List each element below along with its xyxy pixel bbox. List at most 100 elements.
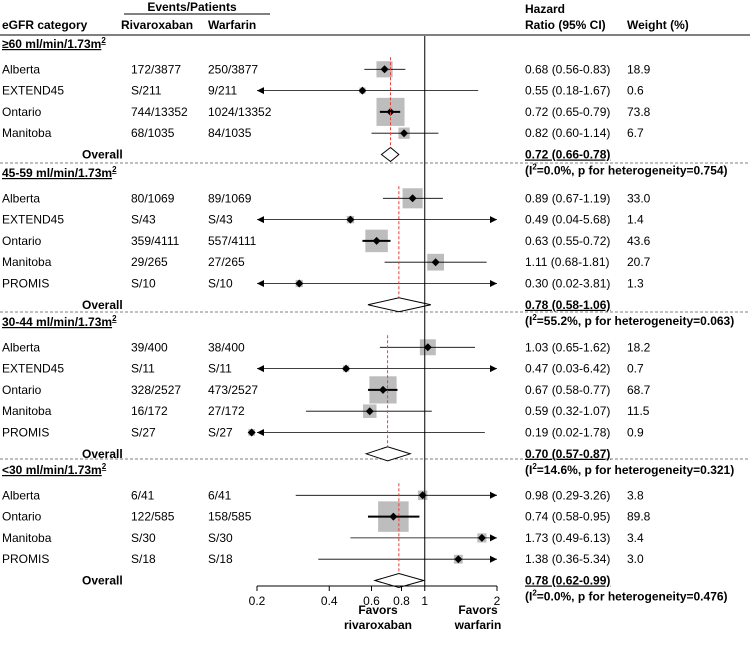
weight-value: 73.8 xyxy=(627,105,651,119)
study-rows: Alberta 172/3877 250/3877 0.68 (0.56-0.83) 1… xyxy=(2,61,734,604)
study-name: Manitoba xyxy=(2,255,52,269)
rivaroxaban-events: 744/13352 xyxy=(131,105,188,119)
header-warfarin: Warfarin xyxy=(208,18,256,32)
group-0: Alberta 172/3877 250/3877 0.68 (0.56-0.83) 1… xyxy=(2,61,728,178)
study-name: PROMIS xyxy=(2,552,49,566)
ci-arrow-left xyxy=(257,280,264,287)
pooled-diamond xyxy=(373,572,426,589)
header-rivaroxaban: Rivaroxaban xyxy=(121,18,193,32)
rivaroxaban-events: 122/585 xyxy=(131,510,175,524)
weight-value: 1.4 xyxy=(627,213,644,227)
point-estimate xyxy=(400,129,409,138)
weight-value: 43.6 xyxy=(627,234,651,248)
warfarin-events: S/30 xyxy=(208,531,233,545)
warfarin-events: S/18 xyxy=(208,552,233,566)
study-name: PROMIS xyxy=(2,277,49,291)
rivaroxaban-events: 68/1035 xyxy=(131,126,175,140)
favors-warfarin-line1: Favors xyxy=(458,603,498,617)
weight-value: 0.6 xyxy=(627,84,644,98)
rivaroxaban-events: 172/3877 xyxy=(131,62,181,76)
rivaroxaban-events: 80/1069 xyxy=(131,191,175,205)
warfarin-events: 89/1069 xyxy=(208,191,252,205)
study-name: EXTEND45 xyxy=(2,84,64,98)
pooled-diamond xyxy=(367,297,431,313)
weight-value: 0.7 xyxy=(627,362,644,376)
warfarin-events: S/10 xyxy=(208,277,233,291)
study-name: Alberta xyxy=(2,191,40,205)
hazard-ratio-ci: 0.67 (0.58-0.77) xyxy=(525,383,610,397)
x-axis: 0.2 0.4 0.6 0.8 1 2 xyxy=(249,585,501,608)
warfarin-events: 1024/13352 xyxy=(208,105,272,119)
ci-arrow-left xyxy=(257,216,264,224)
study-name: Alberta xyxy=(2,340,40,354)
weight-value: 18.9 xyxy=(627,62,651,76)
weight-value: 89.8 xyxy=(627,510,651,524)
favors-rivaroxaban-line1: Favors xyxy=(358,603,398,617)
study-name: Alberta xyxy=(2,488,40,502)
hazard-ratio-ci: 0.47 (0.03-6.42) xyxy=(525,362,610,376)
point-estimate xyxy=(295,279,304,288)
hazard-ratio-ci: 0.63 (0.55-0.72) xyxy=(525,234,610,248)
weight-value: 11.5 xyxy=(627,404,650,418)
ci-arrow-right xyxy=(490,280,497,287)
weight-value: 0.9 xyxy=(627,426,644,440)
study-name: Ontario xyxy=(2,383,42,397)
study-name: Ontario xyxy=(2,234,42,248)
group-2: Alberta 39/400 38/400 1.03 (0.65-1.62) 18.2 E… xyxy=(2,339,734,477)
study-name: Alberta xyxy=(2,62,40,76)
point-estimate xyxy=(379,385,388,394)
point-estimate xyxy=(358,86,367,95)
ci-arrow-right xyxy=(490,491,497,499)
header-ratio-ci: Ratio (95% CI) xyxy=(525,18,606,32)
hazard-ratio-ci: 0.68 (0.56-0.83) xyxy=(525,62,610,76)
point-estimate xyxy=(423,343,432,352)
warfarin-events: 250/3877 xyxy=(208,62,258,76)
hazard-ratio-ci: 0.98 (0.29-3.26) xyxy=(525,488,610,502)
study-name: EXTEND45 xyxy=(2,362,64,376)
reference-lines xyxy=(387,36,426,586)
weight-value: 68.7 xyxy=(627,383,651,397)
group-label-egfr-60-plus: ≥60 ml/min/1.73m2 xyxy=(2,36,106,51)
weight-value: 3.0 xyxy=(627,552,644,566)
x-tick-label: 0.6 xyxy=(363,594,380,608)
weight-value: 1.3 xyxy=(627,277,644,291)
rivaroxaban-events: S/18 xyxy=(131,552,156,566)
header-events-patients: Events/Patients xyxy=(147,0,237,14)
ci-arrow-right xyxy=(490,365,497,373)
rivaroxaban-events: S/30 xyxy=(131,531,156,545)
warfarin-events: 27/265 xyxy=(208,255,245,269)
warfarin-events: S/27 xyxy=(208,426,233,440)
hazard-ratio-ci: 0.72 (0.65-0.79) xyxy=(525,105,610,119)
warfarin-events: S/43 xyxy=(208,213,233,227)
hazard-ratio-ci: 0.82 (0.60-1.14) xyxy=(525,126,610,140)
overall-label: Overall xyxy=(82,148,123,162)
favors-warfarin-line2: warfarin xyxy=(454,618,502,632)
x-tick-label: 1 xyxy=(421,594,428,608)
rivaroxaban-events: S/10 xyxy=(131,277,156,291)
weight-value: 6.7 xyxy=(627,126,644,140)
hazard-ratio-ci: 0.30 (0.02-3.81) xyxy=(525,277,610,291)
point-estimate xyxy=(389,512,398,521)
heterogeneity-stat: (I2=0.0%, p for heterogeneity=0.754) xyxy=(525,163,728,178)
pooled-diamond xyxy=(380,146,400,163)
point-estimate xyxy=(346,215,355,224)
warfarin-events: 9/211 xyxy=(208,84,237,98)
point-estimate xyxy=(342,364,351,373)
warfarin-events: 38/400 xyxy=(208,340,245,354)
heterogeneity-stat: (I2=0.0%, p for heterogeneity=0.476) xyxy=(525,589,728,604)
hazard-ratio-ci: 1.03 (0.65-1.62) xyxy=(525,340,610,354)
overall-label: Overall xyxy=(82,298,123,312)
heterogeneity-stat: (I2=55.2%, p for heterogeneity=0.063) xyxy=(525,313,734,328)
point-estimate xyxy=(365,407,374,416)
x-tick-label: 0.2 xyxy=(249,594,266,608)
point-estimate xyxy=(408,194,417,203)
point-estimate xyxy=(380,65,389,74)
overall-label: Overall xyxy=(82,574,123,588)
hazard-ratio-ci: 0.74 (0.58-0.95) xyxy=(525,510,610,524)
warfarin-events: S/11 xyxy=(208,362,232,376)
warfarin-events: 6/41 xyxy=(208,488,232,502)
overall-label: Overall xyxy=(82,447,123,461)
hazard-ratio-ci: 0.55 (0.18-1.67) xyxy=(525,84,610,98)
overall-hazard-ratio-ci: 0.78 (0.58-1.06) xyxy=(525,298,610,312)
